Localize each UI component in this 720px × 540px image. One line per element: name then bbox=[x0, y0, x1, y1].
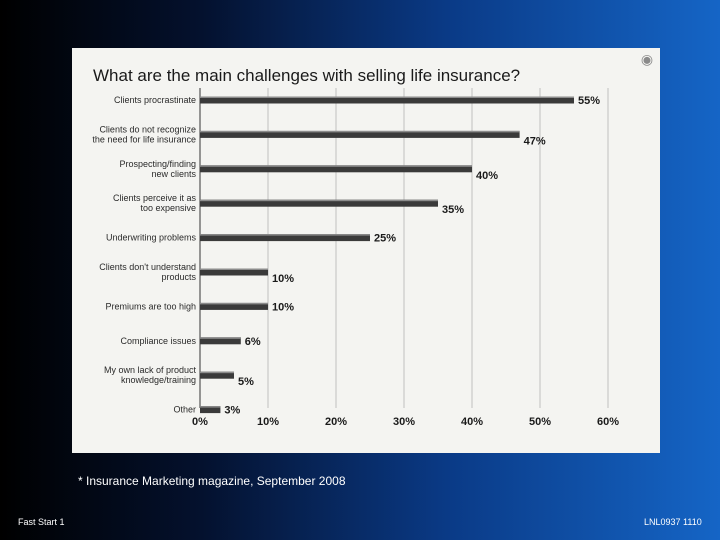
bar-highlight bbox=[200, 406, 221, 408]
source-note: * Insurance Marketing magazine, Septembe… bbox=[78, 474, 346, 488]
category-label: knowledge/training bbox=[121, 375, 196, 385]
category-label: Clients perceive it as bbox=[113, 193, 197, 203]
bar bbox=[200, 199, 438, 207]
x-tick-label: 0% bbox=[192, 416, 208, 428]
bar bbox=[200, 165, 472, 173]
value-label: 35% bbox=[442, 204, 464, 216]
bars bbox=[200, 96, 574, 414]
category-label: Premiums are too high bbox=[105, 301, 196, 311]
value-label: 25% bbox=[374, 233, 396, 245]
bar bbox=[200, 234, 370, 242]
bar bbox=[200, 371, 234, 379]
category-label: Clients do not recognize bbox=[99, 124, 196, 134]
category-label: the need for life insurance bbox=[92, 134, 196, 144]
category-label: Prospecting/finding bbox=[119, 159, 196, 169]
value-label: 40% bbox=[476, 170, 498, 182]
bar bbox=[200, 406, 221, 414]
bar bbox=[200, 96, 574, 104]
value-label: 10% bbox=[272, 273, 294, 285]
bar bbox=[200, 268, 268, 276]
x-tick-label: 30% bbox=[393, 416, 415, 428]
category-label: Other bbox=[173, 405, 196, 415]
bar bbox=[200, 337, 241, 345]
corner-mark-icon: ◉ bbox=[640, 51, 654, 67]
bar-highlight bbox=[200, 165, 472, 167]
value-labels: 55% 47% 40% 35% 25% 10% 10% 6% 5% 3% bbox=[224, 95, 600, 417]
bar-highlight bbox=[200, 96, 574, 98]
bar-highlight bbox=[200, 234, 370, 236]
value-label: 47% bbox=[524, 135, 546, 147]
bar-highlight bbox=[200, 371, 234, 374]
bar bbox=[200, 130, 520, 138]
bar-highlight bbox=[200, 199, 438, 202]
bar bbox=[200, 302, 268, 310]
category-label: products bbox=[161, 272, 196, 282]
value-label: 6% bbox=[245, 336, 261, 348]
bar-highlight bbox=[200, 337, 241, 339]
bar-highlight bbox=[200, 130, 520, 133]
bar-highlight bbox=[200, 302, 268, 305]
value-label: 10% bbox=[272, 301, 294, 313]
x-tick-label: 50% bbox=[529, 416, 551, 428]
chart-scan: What are the main challenges with sellin… bbox=[72, 48, 660, 453]
footer-right-text: LNL0937 1110 bbox=[644, 517, 702, 527]
category-labels: Clients procrastinate Clients do not reco… bbox=[92, 95, 196, 415]
category-label: Compliance issues bbox=[120, 336, 196, 346]
chart-title: What are the main challenges with sellin… bbox=[93, 66, 520, 85]
x-tick-label: 10% bbox=[257, 416, 279, 428]
x-tick-label: 40% bbox=[461, 416, 483, 428]
value-label: 5% bbox=[238, 376, 254, 388]
category-label: new clients bbox=[151, 169, 196, 179]
category-label: Underwriting problems bbox=[106, 233, 197, 243]
x-tick-label: 60% bbox=[597, 416, 619, 428]
category-label: too expensive bbox=[140, 203, 196, 213]
footer-left-text: Fast Start 1 bbox=[18, 517, 65, 527]
category-label: Clients procrastinate bbox=[114, 95, 196, 105]
x-tick-label: 20% bbox=[325, 416, 347, 428]
grid-lines bbox=[199, 88, 609, 408]
category-label: My own lack of product bbox=[104, 365, 197, 375]
value-label: 55% bbox=[578, 95, 600, 107]
x-axis-ticks: 0% 10% 20% 30% 40% 50% 60% bbox=[192, 416, 619, 428]
value-label: 3% bbox=[224, 405, 240, 417]
bar-highlight bbox=[200, 268, 268, 270]
category-label: Clients don't understand bbox=[99, 262, 196, 272]
bar-chart: What are the main challenges with sellin… bbox=[92, 66, 619, 428]
